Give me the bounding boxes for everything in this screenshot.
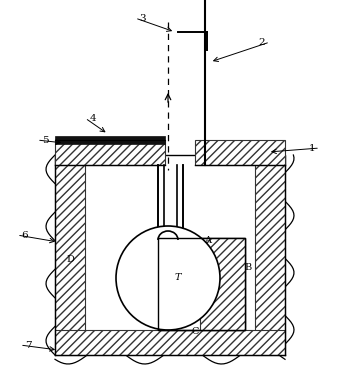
Bar — [55, 155, 85, 355]
Bar — [158, 165, 183, 242]
Bar — [85, 155, 255, 330]
Bar — [55, 136, 165, 144]
Text: 1: 1 — [309, 144, 315, 152]
Text: 6: 6 — [22, 231, 28, 239]
Text: 2: 2 — [259, 38, 265, 46]
Text: D: D — [66, 255, 74, 265]
Text: A: A — [205, 236, 211, 244]
Bar — [158, 238, 245, 330]
Bar — [255, 155, 285, 355]
Bar — [195, 140, 285, 165]
Text: C: C — [191, 327, 199, 337]
Bar — [55, 140, 165, 165]
Text: T: T — [175, 273, 181, 283]
Bar — [55, 330, 285, 355]
Bar — [200, 238, 245, 330]
Text: 7: 7 — [25, 340, 31, 350]
Circle shape — [116, 226, 220, 330]
Text: B: B — [244, 264, 252, 272]
Text: 4: 4 — [90, 113, 96, 123]
Text: 5: 5 — [42, 136, 48, 144]
Text: 3: 3 — [140, 13, 146, 23]
